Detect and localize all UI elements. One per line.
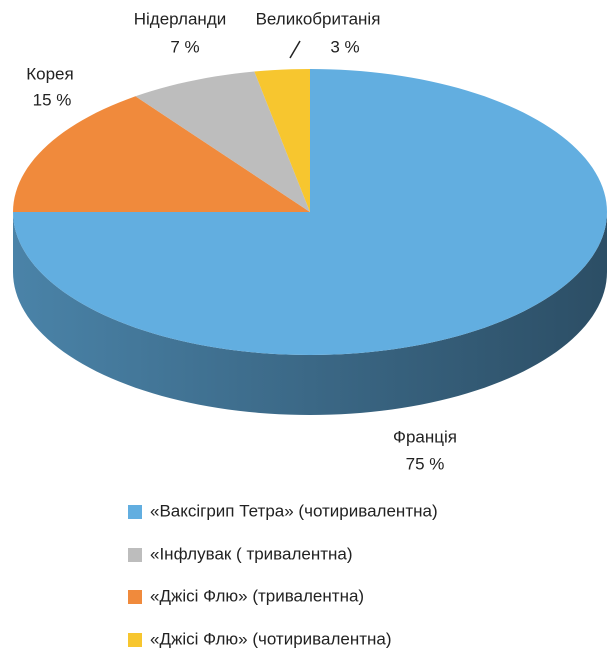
value-label: 3 % xyxy=(330,37,359,56)
slice-label: Франція xyxy=(393,427,457,446)
slice-side xyxy=(13,212,607,415)
slice-label: Нідерланди xyxy=(134,9,226,28)
legend-label: «Джісі Флю» (тривалентна) xyxy=(150,586,364,605)
legend-swatch xyxy=(128,590,142,604)
slice xyxy=(135,71,310,212)
slice xyxy=(13,96,310,212)
value-label: 15 % xyxy=(33,90,72,109)
legend-swatch xyxy=(128,505,142,519)
slice xyxy=(254,69,310,212)
value-label: 75 % xyxy=(406,454,445,473)
slice-label: Великобританія xyxy=(256,9,381,28)
legend-swatch xyxy=(128,633,142,647)
leader-line xyxy=(289,40,301,59)
legend-swatch xyxy=(128,548,142,562)
value-label: 7 % xyxy=(170,37,199,56)
legend-label: «Джісі Флю» (чотиривалентна) xyxy=(150,629,392,648)
legend-label: «Ваксігрип Тетра» (чотиривалентна) xyxy=(150,501,438,520)
legend-label: «Інфлувак ( тривалентна) xyxy=(150,544,353,563)
slice-label: Корея xyxy=(26,64,73,83)
